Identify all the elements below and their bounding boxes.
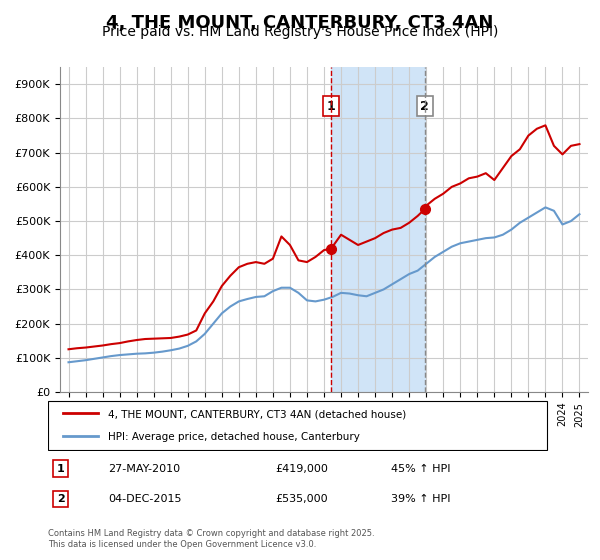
Text: £535,000: £535,000 [275, 494, 328, 504]
Text: 45% ↑ HPI: 45% ↑ HPI [391, 464, 450, 474]
Text: 39% ↑ HPI: 39% ↑ HPI [391, 494, 450, 504]
FancyBboxPatch shape [48, 402, 547, 450]
Text: 4, THE MOUNT, CANTERBURY, CT3 4AN: 4, THE MOUNT, CANTERBURY, CT3 4AN [106, 14, 494, 32]
Text: 2: 2 [57, 494, 64, 504]
Text: Contains HM Land Registry data © Crown copyright and database right 2025.
This d: Contains HM Land Registry data © Crown c… [48, 529, 374, 549]
Text: 27-MAY-2010: 27-MAY-2010 [109, 464, 181, 474]
Text: 2: 2 [421, 100, 429, 113]
Text: 1: 1 [326, 100, 335, 113]
Text: HPI: Average price, detached house, Canterbury: HPI: Average price, detached house, Cant… [109, 432, 361, 442]
Text: £419,000: £419,000 [275, 464, 328, 474]
Text: 04-DEC-2015: 04-DEC-2015 [109, 494, 182, 504]
Bar [331, 67, 425, 392]
Text: 4, THE MOUNT, CANTERBURY, CT3 4AN (detached house): 4, THE MOUNT, CANTERBURY, CT3 4AN (detac… [109, 409, 407, 419]
Text: Price paid vs. HM Land Registry's House Price Index (HPI): Price paid vs. HM Land Registry's House … [102, 25, 498, 39]
Text: 1: 1 [57, 464, 64, 474]
